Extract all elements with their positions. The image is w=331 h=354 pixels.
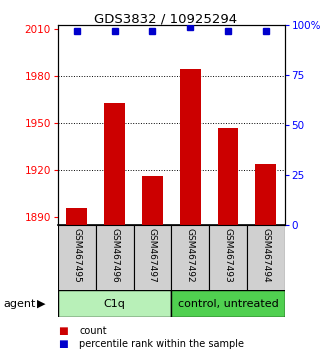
- Bar: [217, 128, 238, 225]
- Bar: [247, 225, 285, 292]
- Text: GSM467493: GSM467493: [223, 228, 232, 282]
- Text: percentile rank within the sample: percentile rank within the sample: [79, 339, 244, 349]
- Bar: [256, 164, 276, 225]
- Text: ■: ■: [58, 339, 68, 349]
- Text: control, untreated: control, untreated: [178, 298, 278, 309]
- Bar: [133, 225, 171, 292]
- Bar: [180, 69, 201, 225]
- Bar: [209, 225, 247, 292]
- Text: C1q: C1q: [104, 298, 125, 309]
- Bar: [171, 290, 285, 317]
- Text: GSM467494: GSM467494: [261, 228, 270, 282]
- Bar: [142, 176, 163, 225]
- Bar: [104, 103, 125, 225]
- Bar: [171, 225, 209, 292]
- Text: ▶: ▶: [37, 299, 46, 309]
- Bar: [58, 290, 171, 317]
- Text: GDS3832 / 10925294: GDS3832 / 10925294: [94, 12, 237, 25]
- Text: GSM467496: GSM467496: [110, 228, 119, 282]
- Text: GSM467492: GSM467492: [186, 228, 195, 282]
- Bar: [67, 207, 87, 225]
- Text: GSM467497: GSM467497: [148, 228, 157, 282]
- Bar: [58, 225, 96, 292]
- Bar: [96, 225, 133, 292]
- Text: agent: agent: [3, 299, 36, 309]
- Text: count: count: [79, 326, 107, 336]
- Text: ■: ■: [58, 326, 68, 336]
- Text: GSM467495: GSM467495: [72, 228, 81, 282]
